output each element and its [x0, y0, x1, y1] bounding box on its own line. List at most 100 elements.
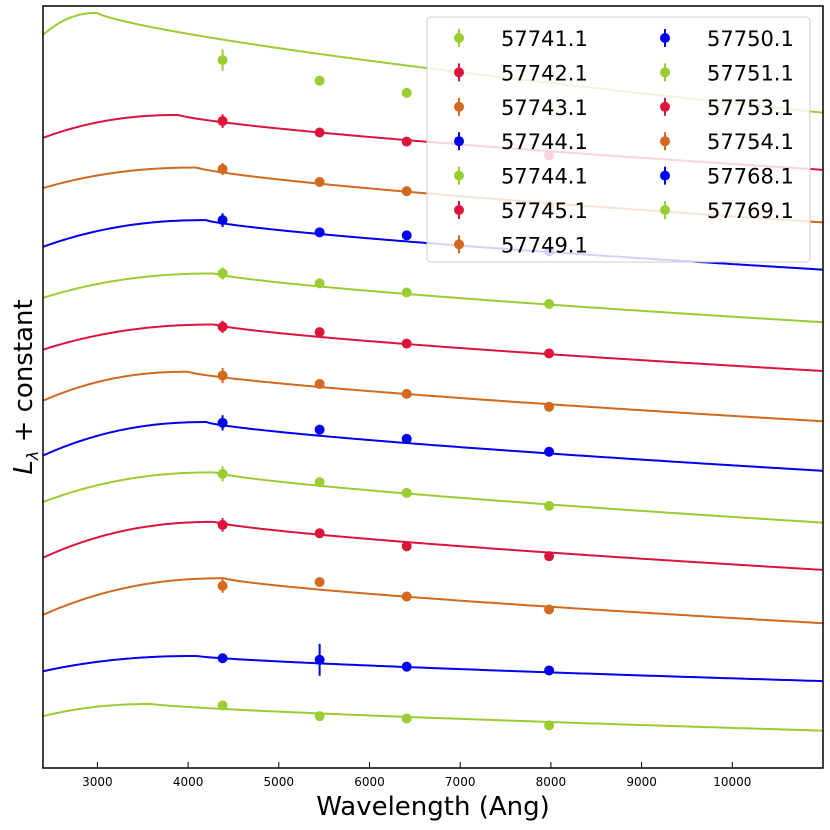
curve-series-4: [42, 272, 824, 324]
x-tick-label: 6000: [354, 775, 385, 789]
data-point: [314, 711, 325, 722]
legend: 57741.1 57742.1 57743.1 57744.1 57744.1 57745…: [426, 16, 811, 263]
data-point: [401, 541, 412, 552]
data-point: [401, 591, 412, 602]
x-tick-label: 4000: [173, 775, 204, 789]
x-tick-label: 9000: [626, 775, 657, 789]
legend-box: [426, 16, 811, 263]
data-point: [217, 519, 228, 530]
data-point: [217, 468, 228, 479]
data-point: [217, 417, 228, 428]
legend-marker: [660, 136, 670, 147]
data-point: [544, 665, 555, 676]
legend-marker: [660, 33, 670, 43]
legend-marker: [660, 101, 670, 112]
data-point: [217, 116, 228, 127]
curve-series-6: [42, 370, 824, 423]
x-axis-label: Wavelength (Ang): [316, 792, 550, 822]
legend-label: 57744.1: [501, 165, 588, 189]
x-axis-ticks: 3000 4000 5000 6000 7000 8000 9000 10000: [82, 762, 751, 789]
data-point: [544, 551, 555, 562]
y-axis-label-suffix: + constant: [9, 299, 39, 450]
curve-series-11: [42, 654, 824, 683]
data-point: [314, 654, 325, 665]
curve-series-9: [42, 520, 824, 571]
legend-label: 57769.1: [707, 199, 794, 223]
data-point: [314, 528, 325, 539]
model-curves: [42, 11, 824, 732]
legend-marker: [454, 239, 464, 250]
data-point: [314, 75, 325, 86]
data-point: [314, 477, 325, 488]
legend-marker: [454, 170, 464, 181]
data-point: [401, 287, 412, 298]
data-point: [217, 215, 228, 226]
legend-label: 57741.1: [501, 27, 588, 51]
data-point: [217, 653, 228, 664]
legend-marker: [454, 67, 464, 78]
curve-series-5: [42, 323, 824, 372]
legend-label: 57753.1: [707, 96, 794, 120]
data-point: [401, 433, 412, 444]
legend-marker: [660, 170, 670, 181]
legend-label: 57751.1: [707, 61, 794, 85]
x-tick-label: 5000: [264, 775, 295, 789]
data-point: [401, 487, 412, 498]
data-point: [401, 136, 412, 147]
data-point: [217, 580, 228, 591]
plot-frame: [42, 5, 824, 769]
x-tick-label: 7000: [445, 775, 476, 789]
x-tick-label: 10000: [713, 775, 751, 789]
data-point: [544, 298, 555, 309]
data-point: [544, 348, 555, 359]
data-point: [217, 268, 228, 279]
x-tick-label: 3000: [82, 775, 113, 789]
x-tick-label: 8000: [536, 775, 567, 789]
legend-marker: [454, 101, 464, 112]
data-point: [544, 401, 555, 412]
legend-marker: [454, 136, 464, 147]
data-point: [217, 164, 228, 175]
data-point: [401, 186, 412, 197]
data-point: [544, 446, 555, 457]
legend-marker: [454, 205, 464, 215]
legend-marker: [660, 205, 670, 215]
data-point: [314, 424, 325, 435]
data-point: [217, 321, 228, 332]
data-point: [544, 720, 555, 731]
legend-label: 57743.1: [501, 96, 588, 120]
data-point: [314, 278, 325, 289]
curve-series-8: [42, 471, 824, 524]
data-point: [401, 713, 412, 724]
curve-series-10: [42, 577, 824, 625]
data-point: [314, 227, 325, 238]
data-point: [314, 177, 325, 188]
y-axis-label: Lλ + constant: [9, 299, 42, 474]
y-axis-label-main: L: [9, 460, 39, 475]
legend-label: 57749.1: [501, 233, 588, 257]
legend-label: 57750.1: [707, 27, 794, 51]
data-point: [217, 370, 228, 381]
legend-label: 57768.1: [707, 165, 794, 189]
legend-marker: [660, 67, 670, 78]
data-point: [401, 87, 412, 98]
legend-label: 57754.1: [707, 130, 794, 154]
data-point: [401, 230, 412, 241]
data-point: [544, 604, 555, 615]
data-point: [314, 127, 325, 138]
data-point: [544, 500, 555, 511]
curve-series-7: [42, 421, 824, 472]
legend-marker: [454, 33, 464, 43]
data-point: [217, 55, 228, 66]
legend-label: 57742.1: [501, 61, 588, 85]
curve-series-12: [42, 702, 824, 732]
data-point: [401, 661, 412, 672]
legend-label: 57744.1: [501, 130, 588, 154]
data-point: [217, 700, 228, 711]
data-point: [314, 378, 325, 389]
data-point: [314, 327, 325, 338]
data-point: [401, 338, 412, 349]
data-point: [401, 388, 412, 399]
y-axis-label-subscript: λ: [23, 451, 42, 461]
